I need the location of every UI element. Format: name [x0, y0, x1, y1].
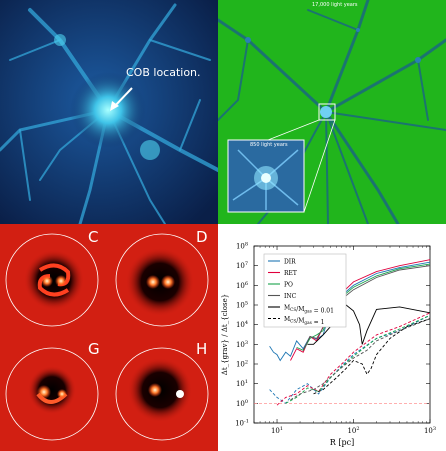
sim-panel-d: [115, 233, 209, 327]
cob-location-label: COB location.: [126, 66, 201, 79]
legend-box: [263, 253, 347, 328]
x-tick-label: 102: [347, 426, 359, 435]
cosmic-web-blue-panel: COB location.: [0, 0, 218, 224]
simulation-images: [0, 224, 218, 451]
legend-label: RET: [284, 270, 297, 277]
timescale-plot-panel: 101 102 103 10-1 100 101 102 103 104 105 106 107 108…: [218, 224, 446, 451]
sim-panel-g: [5, 347, 99, 441]
y-tick-label: 108: [236, 242, 248, 251]
sim-label-g: G: [88, 340, 100, 358]
y-tick-label: 103: [236, 340, 248, 349]
top-scale-label: 17,000 light years: [312, 2, 358, 8]
inset-scale-label: 850 light years: [250, 142, 288, 148]
y-tick-label: 101: [236, 379, 248, 388]
cosmic-web-green-image: [218, 0, 446, 224]
y-tick-label: 107: [236, 261, 248, 270]
plot-frame: [253, 245, 431, 424]
legend-label: MCS/Mgas = 0.01: [284, 305, 334, 315]
y-tick-label: 104: [236, 320, 248, 329]
sim-label-h: H: [196, 340, 208, 358]
y-tick-label: 10-1: [235, 419, 249, 428]
y-tick-label: 100: [236, 399, 248, 408]
series-line-4: [307, 304, 430, 345]
y-tick-label: 105: [236, 301, 248, 310]
cosmic-web-green-panel: 17,000 light years 850 light years: [218, 0, 446, 224]
legend-label: DIR: [284, 259, 296, 266]
series-line-6: [276, 312, 430, 406]
zoom-inset: [227, 139, 305, 213]
y-tick-label: 102: [236, 360, 248, 369]
y-axis-label: Δt_{grav} / Δt_{close}: [221, 294, 229, 375]
x-tick-label: 101: [271, 426, 283, 435]
series-line-8: [290, 318, 430, 401]
legend-label: MCS/Mgas = 1: [284, 316, 324, 326]
legend-label: INC: [284, 293, 297, 300]
cosmic-web-blue-image: [0, 0, 218, 224]
simulation-panels: C D G H: [0, 224, 218, 451]
x-axis-label: R [pc]: [330, 438, 354, 447]
x-tick-label: 103: [424, 426, 436, 435]
legend-label: PO: [284, 282, 293, 289]
y-tick-label: 106: [236, 281, 248, 290]
sim-label-c: C: [88, 228, 99, 246]
sim-label-d: D: [196, 228, 208, 246]
sim-panel-c: [5, 233, 99, 327]
sim-panel-h: [115, 347, 209, 441]
timescale-chart: 101 102 103 10-1 100 101 102 103 104 105 106 107 108…: [218, 224, 446, 451]
series-line-9: [313, 318, 430, 395]
